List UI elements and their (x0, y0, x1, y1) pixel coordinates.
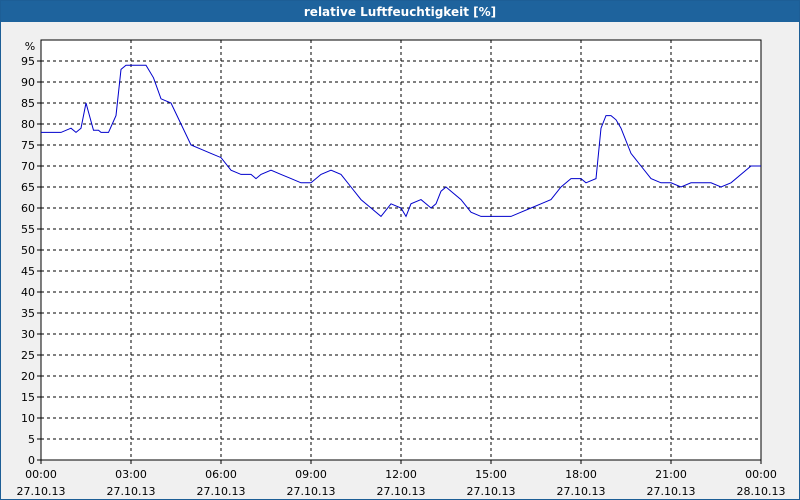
y-tick-label: 95 (21, 55, 35, 68)
y-tick-label: 75 (21, 139, 35, 152)
x-tick-date-label: 27.10.13 (647, 485, 696, 498)
y-tick-label: 5 (28, 433, 35, 446)
x-tick-time-label: 15:00 (475, 468, 507, 481)
x-tick-time-label: 21:00 (655, 468, 687, 481)
y-tick-label: 70 (21, 160, 35, 173)
humidity-line (41, 64, 761, 218)
y-tick-label: 90 (21, 76, 35, 89)
x-tick-time-label: 18:00 (565, 468, 597, 481)
x-tick-date-label: 27.10.13 (197, 485, 246, 498)
y-tick-label: 0 (28, 454, 35, 467)
y-tick-label: 10 (21, 412, 35, 425)
y-tick-label: 50 (21, 244, 35, 257)
y-tick-label: 20 (21, 370, 35, 383)
y-tick-label: 80 (21, 118, 35, 131)
y-tick-label: 85 (21, 97, 35, 110)
x-tick-time-label: 03:00 (115, 468, 147, 481)
y-tick-label: 15 (21, 391, 35, 404)
y-tick-label: 40 (21, 286, 35, 299)
x-tick-time-label: 09:00 (295, 468, 327, 481)
x-tick-date-label: 27.10.13 (287, 485, 336, 498)
y-axis: 0 5 10 15 20 25 30 35 40 45 50 55 60 65 70 75 80 85 90 95 (21, 55, 41, 467)
y-axis-label: % (25, 40, 35, 53)
x-tick-date-label: 27.10.13 (377, 485, 426, 498)
y-tick-label: 30 (21, 328, 35, 341)
y-tick-label: 35 (21, 307, 35, 320)
grid-lines (41, 40, 761, 460)
y-tick-label: 55 (21, 223, 35, 236)
x-tick-date-label: 27.10.13 (467, 485, 516, 498)
chart-title: relative Luftfeuchtigkeit [%] (1, 1, 799, 22)
x-tick-time-label: 00:00 (745, 468, 777, 481)
x-tick-date-label: 27.10.13 (107, 485, 156, 498)
y-tick-label: 45 (21, 265, 35, 278)
x-tick-time-label: 06:00 (205, 468, 237, 481)
x-tick-date-label: 28.10.13 (737, 485, 786, 498)
x-axis: 00:00 27.10.13 03:00 27.10.13 06:00 27.10.13 0… (17, 460, 786, 498)
x-tick-date-label: 27.10.13 (557, 485, 606, 498)
y-tick-label: 65 (21, 181, 35, 194)
x-tick-time-label: 12:00 (385, 468, 417, 481)
x-tick-time-label: 00:00 (25, 468, 57, 481)
y-tick-label: 25 (21, 349, 35, 362)
x-tick-date-label: 27.10.13 (17, 485, 66, 498)
y-tick-label: 60 (21, 202, 35, 215)
